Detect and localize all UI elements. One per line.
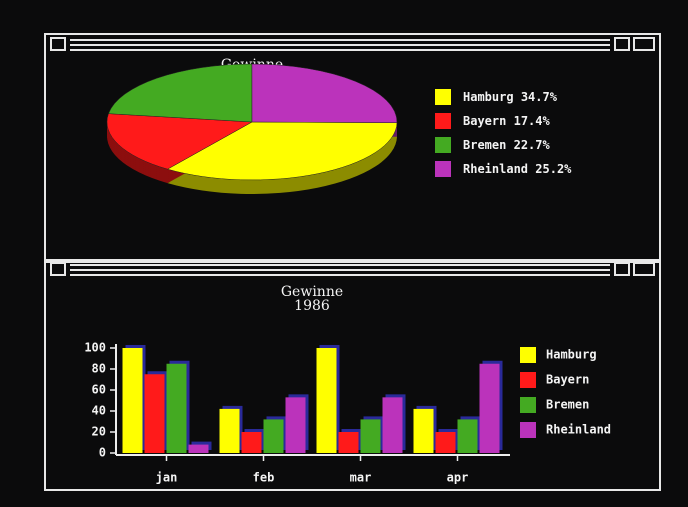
y-tick-label: 100 bbox=[84, 341, 106, 355]
legend-name: Rheinland bbox=[463, 162, 528, 176]
legend-label: Bremen 22.7% bbox=[463, 138, 550, 152]
x-tick-label: feb bbox=[253, 471, 275, 485]
legend-label: Rheinland 25.2% bbox=[463, 162, 572, 176]
legend-swatch bbox=[520, 422, 536, 438]
legend-swatch bbox=[435, 89, 451, 105]
y-tick-label: 20 bbox=[92, 425, 106, 439]
x-tick-label: jan bbox=[156, 471, 178, 485]
legend-label: Bremen bbox=[546, 398, 589, 412]
bar bbox=[436, 432, 456, 453]
legend-swatch bbox=[520, 372, 536, 388]
y-tick-label: 0 bbox=[99, 446, 106, 460]
bar bbox=[242, 432, 262, 453]
legend-value: 22.7% bbox=[514, 138, 551, 152]
screen: Gewinne1986Hamburg 34.7%Bayern 17.4%Brem… bbox=[0, 0, 688, 507]
x-tick-label: apr bbox=[447, 471, 469, 485]
bar bbox=[123, 348, 143, 453]
y-tick-label: 80 bbox=[92, 362, 106, 376]
legend-swatch bbox=[520, 347, 536, 363]
legend-label: Rheinland bbox=[546, 423, 611, 437]
legend-value: 25.2% bbox=[535, 162, 572, 176]
legend-name: Bayern bbox=[463, 114, 506, 128]
chart-subtitle: 1986 bbox=[294, 298, 330, 314]
legend-swatch bbox=[435, 137, 451, 153]
y-tick-label: 40 bbox=[92, 404, 106, 418]
legend-swatch bbox=[435, 161, 451, 177]
bar bbox=[220, 409, 240, 453]
bar bbox=[145, 374, 165, 453]
x-tick-label: mar bbox=[350, 471, 372, 485]
legend-swatch bbox=[520, 397, 536, 413]
legend-label: Bayern bbox=[546, 373, 589, 387]
legend-name: Hamburg bbox=[463, 90, 514, 104]
bar bbox=[480, 364, 500, 453]
bar bbox=[189, 445, 209, 453]
bar bbox=[458, 419, 478, 453]
legend-value: 17.4% bbox=[514, 114, 551, 128]
bar bbox=[339, 432, 359, 453]
bar bbox=[286, 397, 306, 453]
legend-value: 34.7% bbox=[521, 90, 558, 104]
bar bbox=[383, 397, 403, 453]
bar bbox=[317, 348, 337, 453]
bar bbox=[414, 409, 434, 453]
legend-name: Bremen bbox=[463, 138, 506, 152]
legend-swatch bbox=[435, 113, 451, 129]
bar bbox=[167, 364, 187, 453]
y-tick-label: 60 bbox=[92, 383, 106, 397]
bar bbox=[264, 419, 284, 453]
bar bbox=[361, 419, 381, 453]
legend-label: Hamburg bbox=[546, 348, 597, 362]
legend-label: Bayern 17.4% bbox=[463, 114, 550, 128]
legend-label: Hamburg 34.7% bbox=[463, 90, 558, 104]
